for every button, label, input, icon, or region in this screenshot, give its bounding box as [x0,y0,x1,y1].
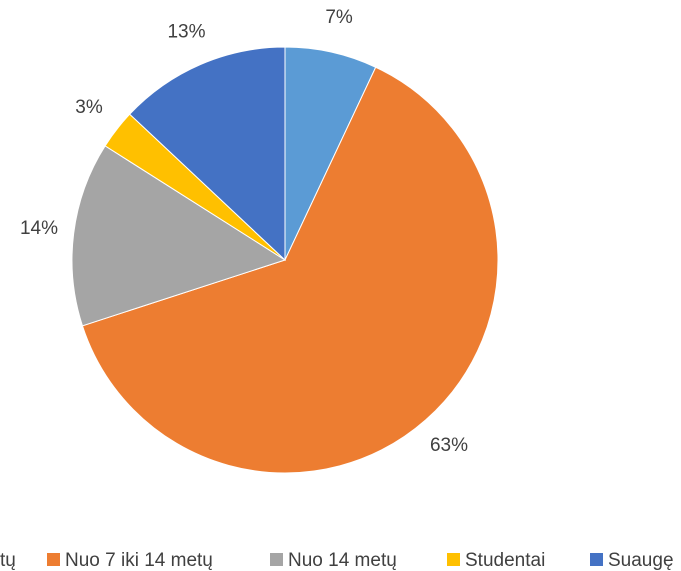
pie-slice [81,66,499,474]
data-label: 3% [75,97,103,118]
legend-swatch [47,553,60,566]
data-label: 14% [20,218,58,239]
legend-label: Nuo 14 metų [288,550,397,571]
legend-label: Suaugę [608,550,674,571]
legend-swatch [590,553,603,566]
legend-swatch [447,553,460,566]
data-label: 7% [325,7,353,28]
data-label: 13% [167,21,205,42]
pie-slice [71,145,287,327]
pie-slice [129,46,286,262]
legend-label: tų [0,550,16,571]
data-label: 63% [430,435,468,456]
legend-label: Studentai [465,550,545,571]
legend-swatch [270,553,283,566]
legend-label: Nuo 7 iki 14 metų [65,550,213,571]
